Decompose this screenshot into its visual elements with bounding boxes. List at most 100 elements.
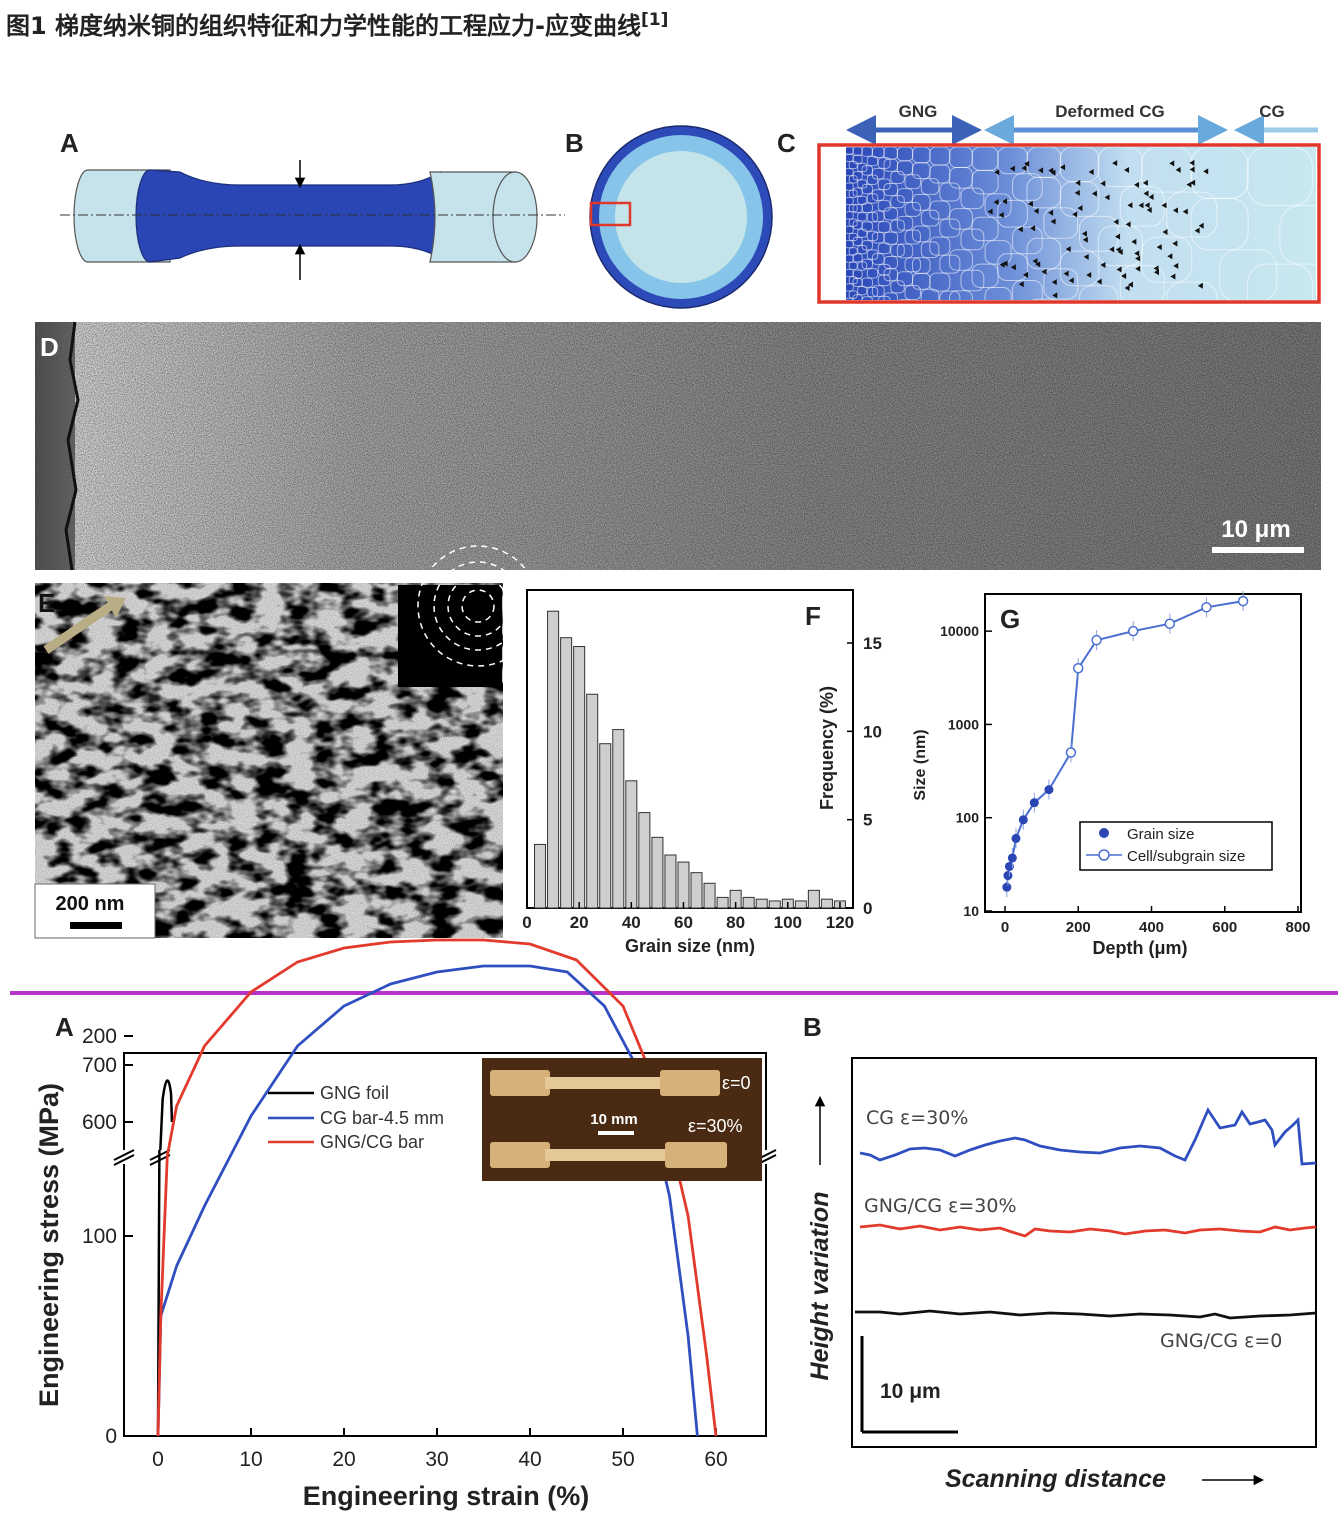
panel-g-x-tick: 200 — [1066, 919, 1091, 936]
panel-f-x-tick: 0 — [522, 913, 531, 932]
panel-label-f: F — [805, 601, 821, 631]
panel-g-x-tick: 600 — [1212, 919, 1237, 936]
histogram-bar — [612, 729, 625, 909]
panel-label-b: B — [565, 128, 584, 158]
stress-strain-x-tick: 10 — [239, 1448, 262, 1471]
curve-cg-bar — [156, 964, 699, 1437]
stress-strain-y-tick: 600 — [82, 1111, 117, 1134]
stress-strain-frame — [123, 1052, 767, 1437]
bottom-panel-label-b: B — [803, 1012, 822, 1042]
figure-caption: 图1 梯度纳米铜的组织特征和力学性能的工程应力-应变曲线[1] — [6, 6, 668, 41]
panel-f-y-tick: 0 — [863, 899, 872, 918]
grain-size-point — [1029, 798, 1039, 808]
panel-label-d: D — [40, 332, 59, 362]
panel-label-g: G — [1000, 604, 1020, 634]
histogram-bar — [820, 898, 833, 909]
panel-label-c: C — [777, 128, 796, 158]
histogram-bar — [599, 743, 612, 909]
grain-size-point — [1044, 785, 1054, 795]
histogram-bar — [586, 693, 599, 909]
stress-strain-x-tick: 40 — [518, 1448, 541, 1471]
cell-size-point — [1127, 625, 1139, 637]
panel-a-specimen: A — [60, 128, 565, 280]
bottom-panel-b-surface-profiles: B CG ε=30% GNG/CG ε=30% GNG/CG ε=0 10 μm… — [803, 1012, 1317, 1493]
stress-strain-x-tick: 50 — [611, 1448, 634, 1471]
histogram-bar — [547, 610, 560, 909]
curve-gng-cg-bar — [156, 938, 718, 1437]
zone-label-gng: GNG — [899, 102, 938, 121]
stress-strain-xlabel: Engineering strain (%) — [303, 1481, 590, 1511]
stress-strain-y-tick: 200 — [82, 1025, 117, 1048]
histogram-bar — [534, 843, 547, 909]
stress-strain-x-tick: 20 — [332, 1448, 355, 1471]
legend-cg-bar: CG bar-4.5 mm — [320, 1108, 444, 1128]
inset-label-strain-30: ε=30% — [688, 1116, 743, 1136]
scale-bar-e — [70, 922, 122, 929]
surface-xlabel: Scanning distance — [945, 1465, 1166, 1493]
histogram-bar — [794, 900, 807, 909]
profile-gng-cg-unstrained — [855, 1309, 1317, 1320]
stress-strain-x-tick: 0 — [152, 1448, 164, 1471]
histogram-bar — [560, 637, 573, 909]
grain-size-point — [1011, 833, 1021, 843]
panel-f-x-tick: 80 — [726, 913, 745, 932]
cell-size-point — [1201, 602, 1212, 613]
panel-g-y-tick: 10 — [963, 903, 979, 919]
cell-size-point — [1091, 634, 1102, 646]
grain-size-point — [1004, 861, 1014, 871]
label-gng-cg-unstrained: GNG/CG ε=0 — [1160, 1330, 1282, 1352]
panel-d-sem-micrograph: D 10 μm — [35, 321, 1321, 571]
stress-strain-y-tick: 700 — [82, 1054, 117, 1077]
panel-g-x-tick: 400 — [1139, 919, 1164, 936]
histogram-bar — [625, 780, 638, 909]
legend-marker-cell-size — [1098, 849, 1110, 861]
panel-g-legend — [1079, 821, 1273, 871]
legend-gng-foil: GNG foil — [320, 1083, 389, 1103]
cell-size-point — [1164, 618, 1176, 629]
histogram-bar — [768, 900, 781, 909]
panel-f-x-tick: 20 — [570, 913, 589, 932]
grain-size-point — [1003, 871, 1013, 881]
histogram-bar — [638, 812, 651, 909]
histogram-bar — [677, 861, 690, 909]
panel-g-y-tick: 10000 — [940, 623, 979, 639]
histogram-bar — [807, 889, 820, 909]
scale-label-d: 10 μm — [1221, 516, 1290, 543]
scale-label-e: 200 nm — [56, 893, 125, 915]
stress-strain-y-tick: 0 — [105, 1425, 117, 1448]
histogram-bar — [651, 836, 664, 909]
zone-label-cg: CG — [1259, 102, 1285, 121]
legend-marker-grain-size — [1099, 828, 1109, 838]
inset-label-strain-0: ε=0 — [722, 1073, 751, 1093]
panel-f-x-tick: 120 — [826, 913, 854, 932]
panel-c-gradient-schematic: C GNG Deformed CG CG — [777, 102, 1321, 304]
inset-scale-label: 10 mm — [590, 1111, 638, 1128]
grain-size-point — [1007, 853, 1017, 863]
cell-size-point — [1237, 595, 1249, 607]
panel-g-frame — [984, 593, 1302, 913]
panel-b-cross-section: B — [565, 125, 773, 309]
panel-g-y-tick: 100 — [956, 810, 980, 826]
profile-gng-cg-strained — [859, 1223, 1317, 1238]
panel-f-y-tick: 10 — [863, 722, 882, 741]
panel-g-xlabel: Depth (μm) — [1092, 938, 1187, 958]
legend-gng-cg-bar: GNG/CG bar — [320, 1132, 424, 1152]
histogram-bar — [664, 854, 677, 909]
histogram-bar — [690, 872, 703, 909]
panel-f-x-tick: 100 — [774, 913, 802, 932]
surface-profile-frame — [851, 1057, 1317, 1448]
panel-f-histogram: F 0 20 40 60 80 100 120 0 5 10 15 Grain size (nm)… — [522, 589, 882, 956]
stress-strain-x-tick: 60 — [704, 1448, 727, 1471]
panel-g-size-depth-plot: G 0 200 400 600 800 10 100 1000 10000 Depth (μm)… — [912, 591, 1311, 958]
panel-f-xlabel: Grain size (nm) — [625, 936, 755, 956]
stress-strain-ylabel: Engineering stress (MPa) — [34, 1083, 64, 1407]
scale-bar-d — [1212, 547, 1304, 553]
grain-size-point — [1018, 815, 1028, 825]
panel-g-ylabel: Size (nm) — [912, 729, 929, 800]
grain-size-point — [1002, 882, 1012, 892]
panel-f-x-tick: 40 — [622, 913, 641, 932]
profile-cg-strained — [859, 1107, 1317, 1166]
panel-g-x-tick: 0 — [1001, 919, 1009, 936]
